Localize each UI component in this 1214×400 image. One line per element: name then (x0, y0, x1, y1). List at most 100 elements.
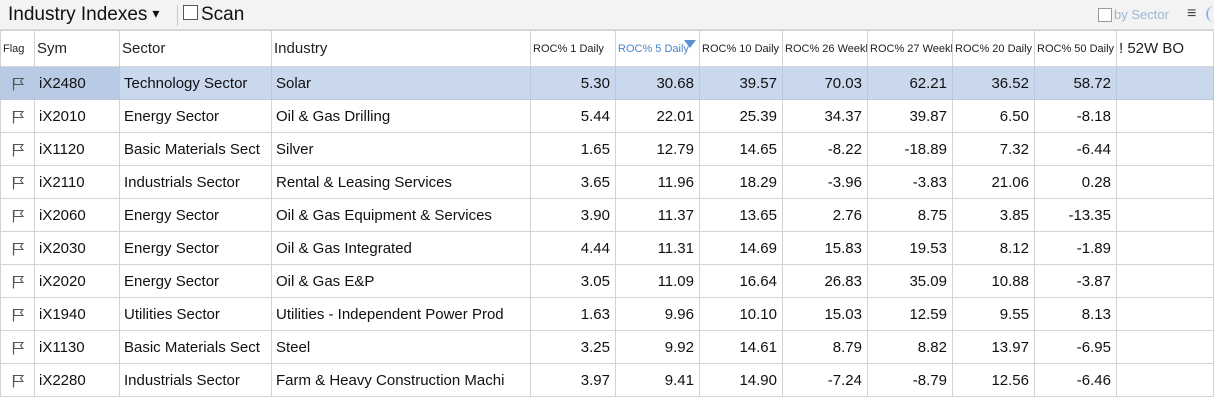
panel-edge-handle[interactable] (1206, 6, 1214, 22)
cell-industry[interactable]: Oil & Gas E&P (271, 264, 531, 298)
cell-roc20-daily[interactable]: 21.06 (952, 165, 1035, 199)
cell-52w-bo[interactable] (1116, 198, 1214, 232)
column-header-flag[interactable]: Flag (0, 30, 35, 67)
cell-roc27-weekly[interactable]: -18.89 (867, 132, 953, 166)
cell-sector[interactable]: Technology Sector (119, 66, 272, 100)
cell-roc10-daily[interactable]: 14.61 (699, 330, 783, 364)
table-row[interactable]: iX2280 Industrials Sector Farm & Heavy Con… (0, 363, 1214, 397)
by-sector-checkbox[interactable] (1098, 7, 1112, 22)
table-row[interactable]: iX2010 Energy Sector Oil & Gas Drilling 5.4… (0, 99, 1214, 133)
cell-roc50-daily[interactable]: 8.13 (1034, 297, 1117, 331)
table-row[interactable]: iX2060 Energy Sector Oil & Gas Equipment &… (0, 198, 1214, 232)
cell-52w-bo[interactable] (1116, 330, 1214, 364)
cell-roc1-daily[interactable]: 3.90 (530, 198, 616, 232)
cell-roc26-weekly[interactable]: 70.03 (782, 66, 868, 100)
cell-roc50-daily[interactable]: -6.95 (1034, 330, 1117, 364)
column-header-roc27-weekly[interactable]: ROC% 27 Weekly (867, 30, 953, 67)
cell-roc10-daily[interactable]: 14.65 (699, 132, 783, 166)
cell-sym[interactable]: iX2010 (34, 99, 120, 133)
cell-roc1-daily[interactable]: 3.05 (530, 264, 616, 298)
cell-roc5-daily[interactable]: 11.96 (615, 165, 700, 199)
cell-roc1-daily[interactable]: 3.65 (530, 165, 616, 199)
cell-flag[interactable] (0, 66, 35, 100)
cell-roc50-daily[interactable]: -13.35 (1034, 198, 1117, 232)
cell-roc10-daily[interactable]: 13.65 (699, 198, 783, 232)
table-row[interactable]: iX1940 Utilities Sector Utilities - Indepe… (0, 297, 1214, 331)
cell-roc27-weekly[interactable]: 35.09 (867, 264, 953, 298)
column-header-roc10-daily[interactable]: ROC% 10 Daily (699, 30, 783, 67)
cell-52w-bo[interactable] (1116, 99, 1214, 133)
cell-flag[interactable] (0, 264, 35, 298)
cell-sym[interactable]: iX1940 (34, 297, 120, 331)
cell-roc10-daily[interactable]: 10.10 (699, 297, 783, 331)
cell-roc1-daily[interactable]: 4.44 (530, 231, 616, 265)
cell-sym[interactable]: iX2030 (34, 231, 120, 265)
table-row[interactable]: iX2020 Energy Sector Oil & Gas E&P 3.05 11.0… (0, 264, 1214, 298)
cell-roc27-weekly[interactable]: 62.21 (867, 66, 953, 100)
cell-flag[interactable] (0, 99, 35, 133)
table-row[interactable]: iX1130 Basic Materials Sect Steel 3.25 9.92 1… (0, 330, 1214, 364)
column-header-roc20-daily[interactable]: ROC% 20 Daily (952, 30, 1035, 67)
cell-roc5-daily[interactable]: 9.92 (615, 330, 700, 364)
cell-roc20-daily[interactable]: 36.52 (952, 66, 1035, 100)
cell-flag[interactable] (0, 165, 35, 199)
cell-roc26-weekly[interactable]: 26.83 (782, 264, 868, 298)
column-header-sector[interactable]: Sector (119, 30, 272, 67)
cell-roc10-daily[interactable]: 39.57 (699, 66, 783, 100)
cell-roc20-daily[interactable]: 12.56 (952, 363, 1035, 397)
table-row[interactable]: iX2110 Industrials Sector Rental & Leasing… (0, 165, 1214, 199)
cell-flag[interactable] (0, 363, 35, 397)
cell-sym[interactable]: iX2280 (34, 363, 120, 397)
cell-52w-bo[interactable] (1116, 264, 1214, 298)
cell-roc20-daily[interactable]: 3.85 (952, 198, 1035, 232)
cell-roc26-weekly[interactable]: 15.03 (782, 297, 868, 331)
cell-52w-bo[interactable] (1116, 363, 1214, 397)
cell-roc27-weekly[interactable]: 12.59 (867, 297, 953, 331)
cell-roc1-daily[interactable]: 1.63 (530, 297, 616, 331)
cell-52w-bo[interactable] (1116, 132, 1214, 166)
cell-sector[interactable]: Energy Sector (119, 264, 272, 298)
cell-roc26-weekly[interactable]: 2.76 (782, 198, 868, 232)
cell-roc1-daily[interactable]: 5.30 (530, 66, 616, 100)
cell-roc50-daily[interactable]: -1.89 (1034, 231, 1117, 265)
cell-roc20-daily[interactable]: 9.55 (952, 297, 1035, 331)
cell-sector[interactable]: Basic Materials Sect (119, 132, 272, 166)
cell-industry[interactable]: Farm & Heavy Construction Machi (271, 363, 531, 397)
cell-sym[interactable]: iX1130 (34, 330, 120, 364)
flag-icon[interactable] (11, 242, 25, 256)
cell-roc50-daily[interactable]: -8.18 (1034, 99, 1117, 133)
cell-roc5-daily[interactable]: 11.37 (615, 198, 700, 232)
cell-roc26-weekly[interactable]: -8.22 (782, 132, 868, 166)
cell-sector[interactable]: Industrials Sector (119, 363, 272, 397)
cell-roc10-daily[interactable]: 16.64 (699, 264, 783, 298)
cell-sym[interactable]: iX2020 (34, 264, 120, 298)
cell-roc27-weekly[interactable]: -3.83 (867, 165, 953, 199)
cell-roc10-daily[interactable]: 14.90 (699, 363, 783, 397)
cell-roc20-daily[interactable]: 8.12 (952, 231, 1035, 265)
cell-roc5-daily[interactable]: 22.01 (615, 99, 700, 133)
flag-icon[interactable] (11, 308, 25, 322)
cell-industry[interactable]: Steel (271, 330, 531, 364)
cell-roc5-daily[interactable]: 11.09 (615, 264, 700, 298)
cell-industry[interactable]: Oil & Gas Drilling (271, 99, 531, 133)
flag-icon[interactable] (11, 143, 25, 157)
cell-flag[interactable] (0, 132, 35, 166)
cell-roc27-weekly[interactable]: 19.53 (867, 231, 953, 265)
cell-sym[interactable]: iX2110 (34, 165, 120, 199)
column-header-roc50-daily[interactable]: ROC% 50 Daily (1034, 30, 1117, 67)
column-header-roc5-daily[interactable]: ROC% 5 Daily (615, 30, 700, 67)
flag-icon[interactable] (11, 77, 25, 91)
cell-roc1-daily[interactable]: 5.44 (530, 99, 616, 133)
cell-roc1-daily[interactable]: 1.65 (530, 132, 616, 166)
cell-roc27-weekly[interactable]: 8.75 (867, 198, 953, 232)
cell-sector[interactable]: Energy Sector (119, 198, 272, 232)
cell-sector[interactable]: Basic Materials Sect (119, 330, 272, 364)
column-header-roc1-daily[interactable]: ROC% 1 Daily (530, 30, 616, 67)
column-header-52w-bo[interactable]: ! 52W BO (1116, 30, 1214, 67)
cell-roc50-daily[interactable]: -6.44 (1034, 132, 1117, 166)
cell-roc20-daily[interactable]: 7.32 (952, 132, 1035, 166)
cell-industry[interactable]: Utilities - Independent Power Prod (271, 297, 531, 331)
cell-roc26-weekly[interactable]: -3.96 (782, 165, 868, 199)
cell-roc10-daily[interactable]: 25.39 (699, 99, 783, 133)
cell-sym[interactable]: iX2060 (34, 198, 120, 232)
